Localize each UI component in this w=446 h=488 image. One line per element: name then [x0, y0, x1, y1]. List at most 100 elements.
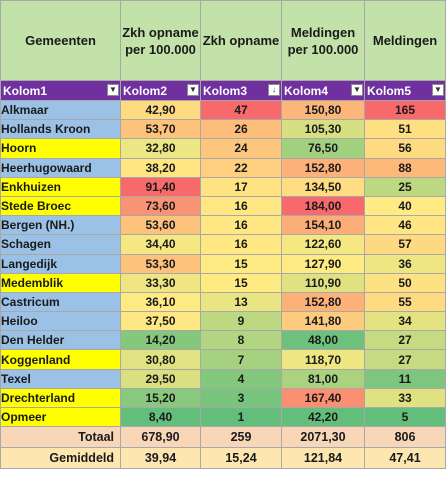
cell-meld[interactable]: 55	[364, 291, 446, 313]
averages-zkh-per[interactable]: 39,94	[120, 447, 201, 470]
totals-zkh-per[interactable]: 678,90	[120, 426, 201, 449]
cell-meld-per[interactable]: 122,60	[281, 234, 365, 255]
cell-zkh[interactable]: 7	[200, 349, 282, 370]
filter-dropdown-icon[interactable]: ▼	[351, 84, 363, 96]
cell-gemeente[interactable]: Bergen (NH.)	[0, 215, 121, 236]
cell-gemeente[interactable]: Enkhuizen	[0, 176, 121, 197]
cell-zkh-per[interactable]: 8,40	[120, 406, 201, 428]
filter-header-kolom4[interactable]: Kolom4 ▼	[281, 80, 365, 101]
filter-dropdown-icon[interactable]: ▼	[432, 84, 444, 96]
cell-meld-per[interactable]: 184,00	[281, 195, 365, 217]
cell-gemeente[interactable]: Langedijk	[0, 253, 121, 274]
cell-gemeente[interactable]: Alkmaar	[0, 99, 121, 121]
cell-zkh[interactable]: 17	[200, 176, 282, 197]
cell-meld-per[interactable]: 134,50	[281, 176, 365, 197]
cell-gemeente[interactable]: Hollands Kroon	[0, 119, 121, 140]
cell-meld[interactable]: 27	[364, 330, 446, 351]
cell-meld-per[interactable]: 105,30	[281, 119, 365, 140]
totals-label[interactable]: Totaal	[0, 426, 121, 449]
filter-dropdown-icon[interactable]: ▼	[187, 84, 199, 96]
cell-gemeente[interactable]: Medemblik	[0, 272, 121, 293]
cell-meld[interactable]: 34	[364, 311, 446, 332]
cell-zkh[interactable]: 9	[200, 311, 282, 332]
cell-meld[interactable]: 33	[364, 387, 446, 409]
averages-meld-per[interactable]: 121,84	[281, 447, 365, 470]
cell-gemeente[interactable]: Castricum	[0, 291, 121, 313]
cell-gemeente[interactable]: Heiloo	[0, 311, 121, 332]
cell-meld-per[interactable]: 141,80	[281, 311, 365, 332]
cell-gemeente[interactable]: Hoorn	[0, 138, 121, 159]
cell-zkh[interactable]: 24	[200, 138, 282, 159]
totals-meld-per[interactable]: 2071,30	[281, 426, 365, 449]
cell-meld-per[interactable]: 118,70	[281, 349, 365, 370]
filter-header-kolom1[interactable]: Kolom1 ▼	[0, 80, 121, 101]
cell-zkh-per[interactable]: 38,20	[120, 157, 201, 178]
cell-meld-per[interactable]: 152,80	[281, 291, 365, 313]
cell-zkh[interactable]: 22	[200, 157, 282, 178]
totals-zkh[interactable]: 259	[200, 426, 282, 449]
cell-meld-per[interactable]: 76,50	[281, 138, 365, 159]
cell-zkh[interactable]: 16	[200, 195, 282, 217]
filter-dropdown-icon[interactable]: ▼	[107, 84, 119, 96]
filter-header-kolom2[interactable]: Kolom2 ▼	[120, 80, 201, 101]
cell-gemeente[interactable]: Koggenland	[0, 349, 121, 370]
cell-zkh-per[interactable]: 91,40	[120, 176, 201, 197]
cell-zkh-per[interactable]: 53,60	[120, 215, 201, 236]
cell-meld-per[interactable]: 110,90	[281, 272, 365, 293]
cell-gemeente[interactable]: Heerhugowaard	[0, 157, 121, 178]
cell-gemeente[interactable]: Schagen	[0, 234, 121, 255]
averages-label[interactable]: Gemiddeld	[0, 447, 121, 470]
cell-zkh[interactable]: 13	[200, 291, 282, 313]
filter-header-kolom3[interactable]: Kolom3 ↓	[200, 80, 282, 101]
cell-meld[interactable]: 27	[364, 349, 446, 370]
cell-gemeente[interactable]: Texel	[0, 368, 121, 389]
cell-meld-per[interactable]: 127,90	[281, 253, 365, 274]
cell-meld[interactable]: 56	[364, 138, 446, 159]
filter-header-kolom5[interactable]: Kolom5 ▼	[364, 80, 446, 101]
cell-meld-per[interactable]: 42,20	[281, 406, 365, 428]
cell-meld-per[interactable]: 81,00	[281, 368, 365, 389]
cell-zkh-per[interactable]: 33,30	[120, 272, 201, 293]
averages-zkh[interactable]: 15,24	[200, 447, 282, 470]
cell-zkh[interactable]: 4	[200, 368, 282, 389]
sort-filter-icon[interactable]: ↓	[268, 84, 280, 96]
cell-meld[interactable]: 40	[364, 195, 446, 217]
cell-zkh[interactable]: 15	[200, 272, 282, 293]
cell-gemeente[interactable]: Den Helder	[0, 330, 121, 351]
totals-meld[interactable]: 806	[364, 426, 446, 449]
cell-meld-per[interactable]: 150,80	[281, 99, 365, 121]
cell-meld[interactable]: 25	[364, 176, 446, 197]
cell-meld-per[interactable]: 152,80	[281, 157, 365, 178]
cell-zkh-per[interactable]: 37,50	[120, 311, 201, 332]
cell-zkh[interactable]: 26	[200, 119, 282, 140]
cell-gemeente[interactable]: Opmeer	[0, 406, 121, 428]
cell-zkh-per[interactable]: 14,20	[120, 330, 201, 351]
cell-zkh[interactable]: 47	[200, 99, 282, 121]
cell-meld[interactable]: 51	[364, 119, 446, 140]
cell-zkh[interactable]: 16	[200, 215, 282, 236]
cell-zkh[interactable]: 1	[200, 406, 282, 428]
cell-meld-per[interactable]: 154,10	[281, 215, 365, 236]
cell-meld[interactable]: 88	[364, 157, 446, 178]
cell-zkh-per[interactable]: 53,70	[120, 119, 201, 140]
cell-meld[interactable]: 57	[364, 234, 446, 255]
cell-meld[interactable]: 46	[364, 215, 446, 236]
cell-meld[interactable]: 11	[364, 368, 446, 389]
cell-meld[interactable]: 36	[364, 253, 446, 274]
cell-zkh-per[interactable]: 34,40	[120, 234, 201, 255]
cell-zkh-per[interactable]: 36,10	[120, 291, 201, 313]
cell-meld[interactable]: 165	[364, 99, 446, 121]
cell-meld[interactable]: 5	[364, 406, 446, 428]
cell-gemeente[interactable]: Drechterland	[0, 387, 121, 409]
cell-zkh-per[interactable]: 42,90	[120, 99, 201, 121]
cell-zkh-per[interactable]: 29,50	[120, 368, 201, 389]
cell-meld[interactable]: 50	[364, 272, 446, 293]
cell-zkh[interactable]: 16	[200, 234, 282, 255]
averages-meld[interactable]: 47,41	[364, 447, 446, 470]
cell-zkh-per[interactable]: 15,20	[120, 387, 201, 409]
cell-zkh[interactable]: 8	[200, 330, 282, 351]
cell-zkh[interactable]: 15	[200, 253, 282, 274]
cell-zkh-per[interactable]: 30,80	[120, 349, 201, 370]
cell-meld-per[interactable]: 167,40	[281, 387, 365, 409]
cell-meld-per[interactable]: 48,00	[281, 330, 365, 351]
